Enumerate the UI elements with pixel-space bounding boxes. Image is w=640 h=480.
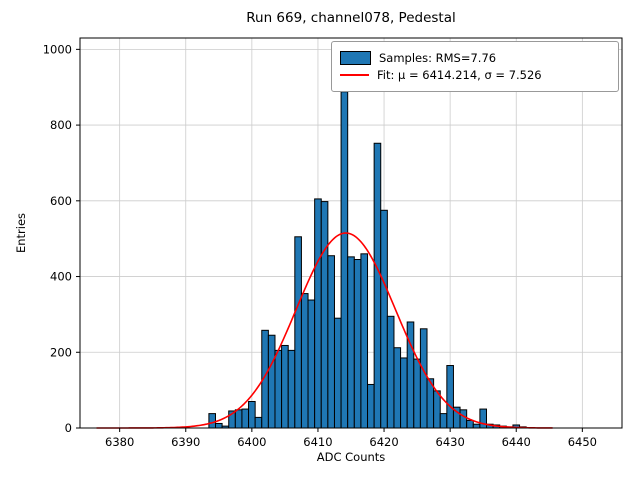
y-tick-label: 800 (50, 118, 72, 132)
histogram-bar (380, 209, 388, 429)
histogram-bar (433, 390, 441, 429)
histogram-bar (307, 299, 316, 429)
histogram-bar (360, 253, 369, 429)
x-tick-label: 6450 (568, 435, 597, 449)
histogram-bar (241, 408, 250, 429)
x-tick-label: 6400 (237, 435, 266, 449)
histogram-bar (333, 317, 342, 429)
x-tick-label: 6430 (436, 435, 465, 449)
x-tick-label: 6420 (369, 435, 398, 449)
histogram-bar (300, 293, 309, 429)
axes-frame (79, 37, 623, 429)
histogram-bar (386, 315, 395, 429)
x-tick-label: 6380 (105, 435, 134, 449)
histogram-bar (472, 423, 481, 429)
y-tick-label: 600 (50, 194, 72, 208)
histogram-bar (267, 334, 276, 429)
histogram-bar (400, 357, 408, 429)
chart-title: Run 669, channel078, Pedestal (246, 10, 456, 26)
legend-fit-label: Fit: μ = 6414.214, σ = 7.526 (377, 68, 542, 82)
y-axis-label: Entries (14, 212, 28, 254)
x-axis-label: ADC Counts (316, 450, 386, 464)
histogram-bar (419, 328, 428, 429)
y-tick-label: 400 (50, 270, 72, 284)
histogram-bar (479, 408, 488, 429)
legend-entry-samples: Samples: RMS=7.76 (340, 51, 610, 65)
histogram-bar (294, 236, 302, 429)
x-tick-label: 6410 (303, 435, 332, 449)
histogram-bar (287, 349, 296, 429)
histogram-bar (367, 383, 375, 429)
fit-line-icon (340, 74, 369, 76)
histogram-bar (234, 409, 243, 429)
samples-swatch-icon (340, 51, 371, 65)
tick-labels: 6380 6390 6400 6410 6420 6430 6440 6450 0 200 400 6… (43, 42, 597, 449)
x-tick-label: 6390 (171, 435, 200, 449)
legend-entry-fit: Fit: μ = 6414.214, σ = 7.526 (340, 68, 610, 82)
histogram-bar (215, 422, 223, 429)
legend-samples-label: Samples: RMS=7.76 (379, 51, 497, 65)
histogram-bar (314, 198, 322, 429)
histogram-bar (208, 413, 216, 429)
histogram-bar (439, 413, 448, 429)
legend: Samples: RMS=7.76 Fit: μ = 6414.214, σ =… (331, 41, 619, 92)
histogram-bar (459, 409, 468, 429)
histogram-bar (446, 365, 454, 429)
histogram-bar (320, 201, 329, 429)
x-tick-label: 6440 (502, 435, 531, 449)
y-tick-label: 1000 (43, 42, 72, 56)
histogram-bar (254, 416, 263, 429)
y-tick-label: 200 (50, 345, 72, 359)
histogram-bar (353, 259, 362, 429)
histogram-bar (373, 142, 382, 429)
histogram-bar (413, 358, 421, 429)
histogram-bar (347, 256, 355, 429)
histogram-bar (340, 91, 349, 429)
y-tick-label: 0 (65, 421, 72, 435)
histogram-bar (327, 255, 335, 429)
histogram-bar (393, 347, 402, 429)
histogram-bar (274, 349, 283, 429)
histogram-bar (466, 419, 474, 429)
histogram-bar (248, 400, 256, 429)
histogram-bar (281, 344, 289, 429)
